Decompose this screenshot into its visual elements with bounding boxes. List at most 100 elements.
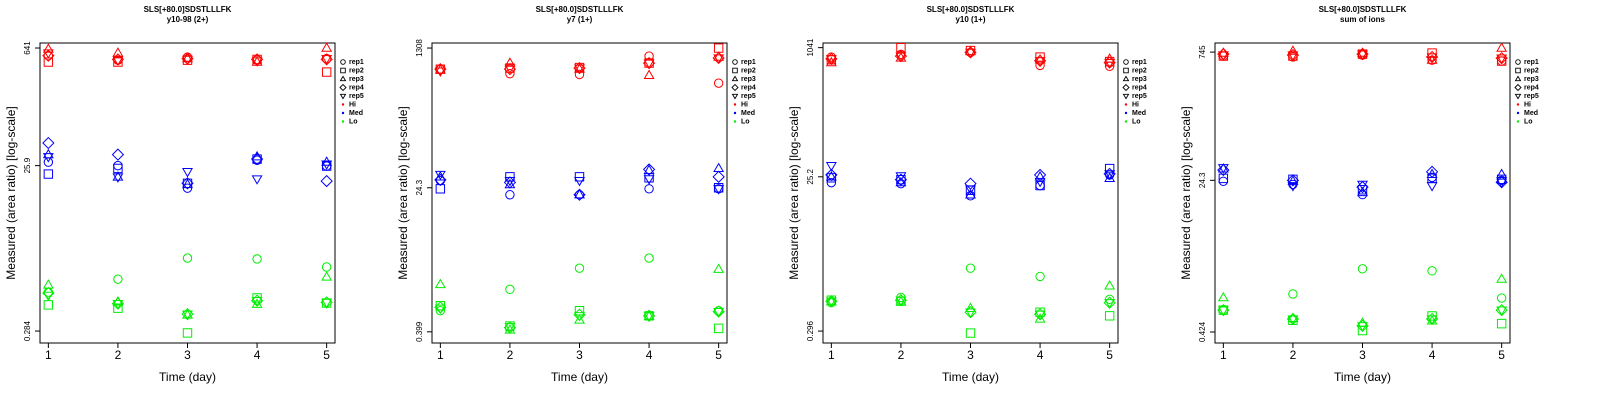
data-point bbox=[42, 49, 54, 59]
data-point bbox=[713, 263, 725, 273]
legend-symbol bbox=[339, 83, 347, 92]
data-point bbox=[251, 297, 263, 307]
legend-symbol bbox=[731, 83, 739, 92]
data-point bbox=[1034, 313, 1046, 323]
data-point bbox=[1288, 289, 1298, 299]
legend-symbol bbox=[1514, 93, 1522, 100]
data-point bbox=[895, 296, 907, 307]
data-point bbox=[1035, 180, 1045, 191]
legend-symbol bbox=[1122, 75, 1130, 82]
data-point bbox=[1217, 51, 1229, 61]
data-point bbox=[1034, 177, 1046, 188]
data-point bbox=[42, 291, 54, 302]
data-point bbox=[434, 173, 447, 187]
legend-symbol bbox=[1514, 75, 1522, 82]
data-point bbox=[182, 328, 193, 338]
y-tick-label: 25.2 bbox=[806, 168, 815, 184]
data-point bbox=[505, 190, 515, 200]
y-tick-label: 24.3 bbox=[415, 179, 424, 195]
data-point bbox=[321, 271, 333, 281]
legend-label: Lo bbox=[349, 118, 358, 125]
x-tick-label: 4 bbox=[646, 348, 653, 362]
data-point bbox=[965, 328, 976, 338]
data-point bbox=[321, 42, 333, 52]
data-point bbox=[1496, 318, 1507, 329]
legend-label: Med bbox=[349, 110, 363, 117]
data-point bbox=[434, 170, 446, 181]
legend-symbol bbox=[1514, 83, 1522, 92]
data-point bbox=[1287, 315, 1299, 325]
data-point bbox=[434, 62, 447, 76]
data-point bbox=[1357, 47, 1368, 57]
data-point bbox=[1496, 293, 1507, 303]
data-point bbox=[1104, 299, 1116, 309]
data-point bbox=[1357, 186, 1368, 197]
legend-label: rep4 bbox=[1524, 84, 1539, 91]
data-point bbox=[713, 43, 724, 53]
data-point bbox=[1357, 50, 1368, 60]
data-point bbox=[112, 173, 124, 183]
data-point bbox=[1104, 53, 1116, 63]
legend-label: Med bbox=[1132, 110, 1146, 117]
data-point bbox=[894, 173, 908, 186]
legend-label: rep1 bbox=[349, 59, 364, 66]
data-point bbox=[965, 263, 976, 273]
data-point bbox=[113, 160, 123, 171]
data-point bbox=[965, 191, 976, 201]
data-point bbox=[713, 54, 725, 64]
legend-symbol bbox=[1515, 67, 1521, 74]
legend-label: rep4 bbox=[1132, 84, 1147, 91]
data-point bbox=[1287, 312, 1299, 323]
chart-title: SLS[+80.0]SDSTLLLFK bbox=[927, 5, 1015, 14]
data-point bbox=[574, 64, 585, 74]
legend-symbol bbox=[1123, 67, 1129, 74]
data-point bbox=[42, 153, 54, 163]
data-point bbox=[182, 55, 193, 66]
data-point bbox=[825, 161, 837, 172]
data-point bbox=[505, 68, 515, 79]
legend-label: rep1 bbox=[1132, 59, 1147, 66]
data-point bbox=[252, 254, 262, 264]
chart-subtitle: y7 (1+) bbox=[567, 15, 593, 24]
data-point bbox=[574, 69, 585, 80]
data-point bbox=[1426, 315, 1438, 325]
data-point bbox=[1217, 306, 1229, 316]
x-tick-label: 2 bbox=[115, 348, 122, 362]
data-point bbox=[42, 43, 54, 53]
data-point bbox=[1496, 178, 1508, 189]
x-tick-label: 2 bbox=[1290, 348, 1297, 362]
legend-label: Med bbox=[1524, 110, 1538, 117]
data-point bbox=[1357, 264, 1368, 274]
data-point bbox=[434, 304, 446, 315]
data-point bbox=[574, 314, 585, 324]
data-point bbox=[1496, 42, 1508, 52]
data-point bbox=[434, 64, 446, 74]
data-point bbox=[435, 305, 446, 316]
data-point bbox=[574, 263, 585, 273]
data-point bbox=[182, 310, 193, 321]
legend-label: rep5 bbox=[349, 93, 364, 100]
data-point bbox=[112, 47, 124, 57]
y-tick-label: 0.399 bbox=[415, 321, 424, 342]
data-point bbox=[505, 284, 515, 295]
data-point bbox=[574, 312, 585, 322]
data-point bbox=[965, 45, 976, 56]
legend-label: Med bbox=[741, 110, 755, 117]
data-point bbox=[1034, 310, 1046, 321]
legend-symbol bbox=[341, 103, 345, 106]
data-point bbox=[1496, 56, 1507, 66]
data-point bbox=[112, 171, 124, 181]
data-point bbox=[43, 169, 54, 179]
data-point bbox=[434, 67, 446, 77]
legend-symbol bbox=[1124, 103, 1128, 106]
legend-symbol bbox=[1515, 59, 1521, 65]
legend-label: Hi bbox=[1132, 101, 1139, 108]
data-point bbox=[1426, 53, 1438, 63]
data-point bbox=[505, 321, 515, 331]
data-point bbox=[112, 56, 124, 67]
data-point bbox=[321, 298, 333, 309]
x-tick-label: 1 bbox=[828, 348, 835, 362]
